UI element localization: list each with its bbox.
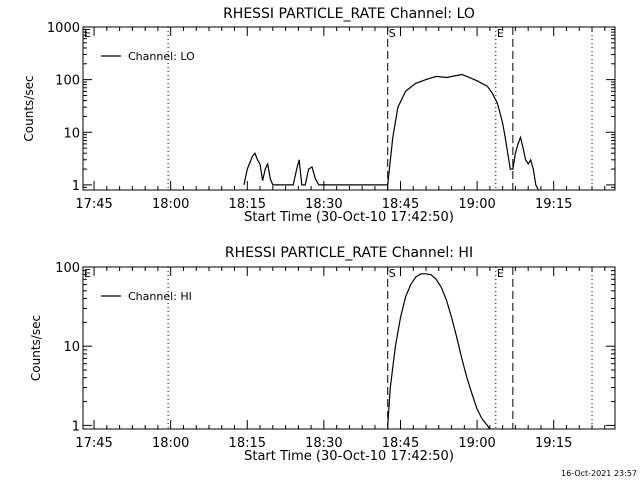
legend-label: Channel: HI: [128, 290, 192, 303]
y-axis-label: Counts/sec: [22, 75, 36, 141]
y-tick-label: 10: [63, 340, 80, 355]
marker-label: S: [389, 267, 396, 280]
series-line: [387, 273, 491, 430]
y-tick-label: 100: [55, 261, 80, 276]
y-tick-label: 1: [72, 419, 80, 434]
series-line: [243, 73, 539, 191]
x-axis-label: Start Time (30-Oct-10 17:42:50): [244, 210, 454, 225]
x-tick-label: 19:15: [535, 436, 572, 451]
x-tick-label: 18:15: [229, 436, 266, 451]
x-tick-label: 19:15: [535, 197, 572, 212]
marker-label: E: [497, 267, 504, 280]
marker-label: S: [389, 27, 396, 40]
x-tick-label: 18:30: [305, 197, 342, 212]
chart-title: RHESSI PARTICLE_RATE Channel: HI: [225, 245, 473, 261]
chart-title: RHESSI PARTICLE_RATE Channel: LO: [223, 6, 475, 22]
x-axis-label: Start Time (30-Oct-10 17:42:50): [244, 449, 454, 464]
marker-label: E: [497, 27, 504, 40]
y-tick-label: 1000: [47, 21, 80, 36]
y-tick-label: 10: [63, 126, 80, 141]
x-tick-label: 17:45: [75, 197, 112, 212]
y-axis-label: Counts/sec: [29, 315, 43, 381]
x-tick-label: 18:00: [152, 436, 189, 451]
x-tick-label: 18:45: [382, 436, 419, 451]
x-tick-label: 18:45: [382, 197, 419, 212]
y-tick-label: 1: [72, 179, 80, 194]
x-tick-label: 19:00: [458, 197, 495, 212]
x-tick-label: 19:00: [458, 436, 495, 451]
timestamp: 16-Oct-2021 23:57: [561, 469, 637, 478]
edge-label: E: [84, 27, 91, 40]
edge-label: E: [84, 267, 91, 280]
x-tick-label: 18:15: [229, 197, 266, 212]
legend-label: Channel: LO: [128, 50, 195, 63]
x-tick-label: 17:45: [75, 436, 112, 451]
x-tick-label: 18:30: [305, 436, 342, 451]
y-tick-label: 100: [55, 74, 80, 89]
x-tick-label: 18:00: [152, 197, 189, 212]
